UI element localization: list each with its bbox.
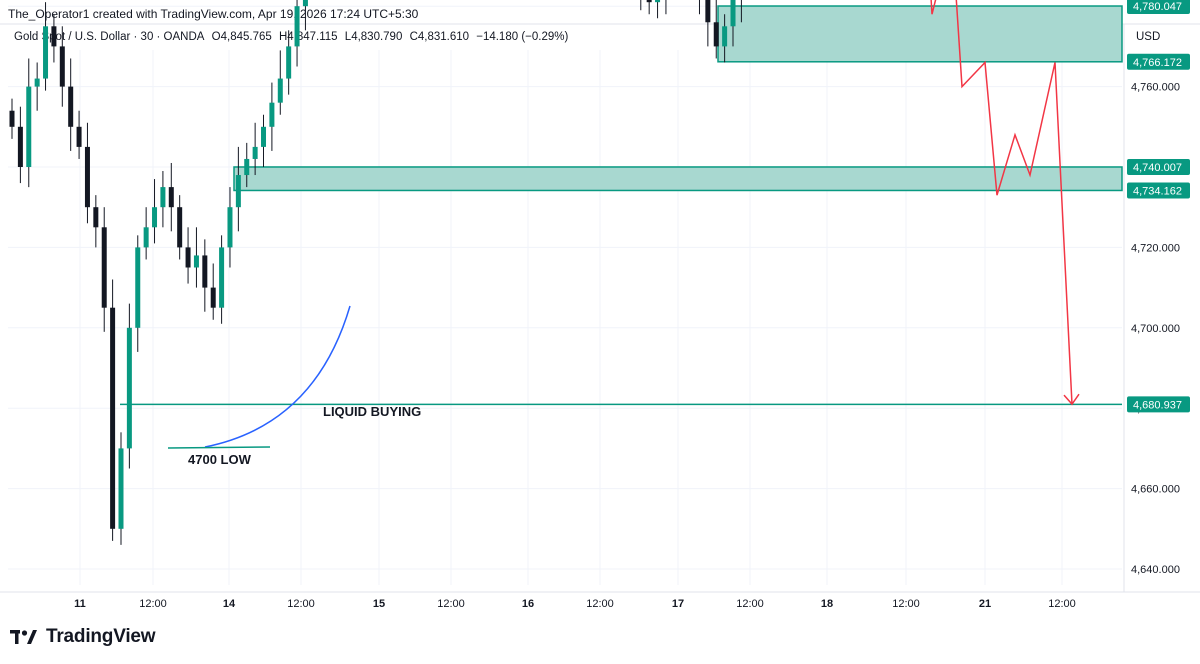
candle-body [143,227,149,248]
candle-body [261,126,267,147]
price-label-text: 4,680.937 [1133,399,1182,411]
x-tick-label: 12:00 [892,598,920,610]
price-label-badge [1127,396,1190,413]
x-tick-label: 18 [821,598,833,610]
candle-body [713,22,719,47]
branding: TradingView [10,626,156,648]
liquid-buying-curve [204,305,351,448]
candle-body [646,0,652,3]
ohlc-close: C4,831.610 [409,31,470,43]
candle-body [286,46,292,79]
price-label-text: 4,766.172 [1133,57,1182,69]
candle-body [193,255,199,268]
y-tick-label: 4,720.000 [1131,242,1180,254]
symbol-title[interactable]: Gold Spot / U.S. Dollar · 30 · OANDA [14,31,205,43]
x-tick-label: 12:00 [586,598,614,610]
author-line: The_Operator1 created with TradingView.c… [8,7,419,21]
candle-body [34,78,40,87]
candle-body [177,207,183,248]
y-tick-label: 4,760.000 [1131,82,1180,94]
low-label: 4700 LOW [188,452,252,467]
y-tick-label: 4,660.000 [1131,484,1180,496]
x-tick-label: 21 [979,598,991,610]
price-label-text: 4,780.047 [1133,1,1182,13]
candle-body [26,86,32,167]
candle-body [302,0,308,7]
candle-body [202,255,208,288]
price-label-text: 4,740.007 [1133,162,1182,174]
candle-body [17,126,23,167]
x-tick-label: 14 [223,598,236,610]
x-tick-label: 11 [74,598,86,610]
price-label-badge [1127,0,1190,15]
candle-body [135,247,141,328]
candle-body [51,26,57,47]
symbol-legend: Gold Spot / U.S. Dollar · 30 · OANDA O4,… [14,31,572,43]
ohlc-open: O4,845.765 [211,31,272,43]
candle-body [294,6,300,47]
candle-body [59,46,65,87]
y-tick-label: 4,640.000 [1131,564,1180,576]
demand-zone-upper [717,5,1123,63]
candle-body [84,146,90,208]
tradingview-wordmark: TradingView [46,626,156,647]
candle-body [269,102,275,127]
candle-body [9,110,15,127]
x-tick-label: 12:00 [139,598,167,610]
candle-body [160,187,166,208]
x-tick-label: 17 [672,598,684,610]
price-label-badge [1127,182,1190,199]
candle-body [244,158,250,176]
candle-body [730,0,736,27]
candle-body [277,78,283,103]
price-change: −14.180 (−0.29%) [476,31,569,43]
price-label-badge [1127,53,1190,70]
candle-body [68,86,74,127]
x-tick-label: 12:00 [1048,598,1076,610]
price-label-badge [1127,158,1190,175]
candle-body [126,327,132,449]
ohlc-high: H4,847.115 [278,31,338,43]
y-tick-label: 4,700.000 [1131,323,1180,335]
candle-body [219,247,225,308]
candle-body [722,26,728,47]
candle-body [235,175,241,208]
low-line [167,446,271,449]
projection-path [930,0,1073,405]
candle-body [152,207,158,228]
projection-arrowhead [1063,393,1080,406]
x-tick-label: 16 [522,598,534,610]
candle-body [76,126,82,147]
candle-body [705,0,711,23]
ohlc-low: L4,830.790 [344,31,403,43]
price-label-text: 4,734.162 [1133,185,1182,197]
x-tick-label: 12:00 [736,598,764,610]
candle-body [118,448,124,529]
candle-body [93,207,99,228]
candle-body [252,146,258,159]
candle-body [110,307,116,529]
tradingview-logo-icon [10,630,37,644]
x-tick-label: 12:00 [287,598,315,610]
demand-zone-lower [233,166,1123,192]
candle-body [655,0,661,3]
x-tick-label: 15 [373,598,385,610]
x-tick-label: 12:00 [437,598,465,610]
candle-body [168,187,174,208]
candle-body [101,227,107,308]
currency-label[interactable]: USD [1136,31,1161,43]
candle-body [43,26,49,79]
candle-body [185,247,191,268]
liquid-buying-label: LIQUID BUYING [323,404,421,419]
candle-body [210,287,216,308]
candle-body [227,207,233,248]
